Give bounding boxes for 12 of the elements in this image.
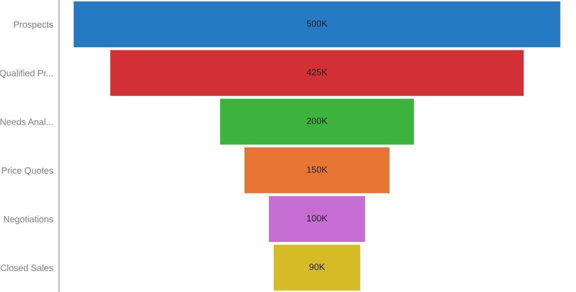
category-label: Price Quotes (2, 167, 54, 176)
data-label: 500K (306, 20, 328, 27)
data-label: 90K (309, 264, 325, 270)
category-label: Closed Sales (0, 264, 54, 272)
data-label: 150K (307, 166, 328, 173)
data-label: 200K (306, 118, 328, 124)
data-label: 425K (306, 69, 328, 76)
category-label: Negotiations (4, 216, 54, 224)
category-label: Qualified Pr... (0, 70, 53, 78)
data-label: 100K (307, 215, 328, 222)
category-label: Needs Anal... (0, 118, 53, 126)
category-label: Prospects (14, 21, 54, 30)
